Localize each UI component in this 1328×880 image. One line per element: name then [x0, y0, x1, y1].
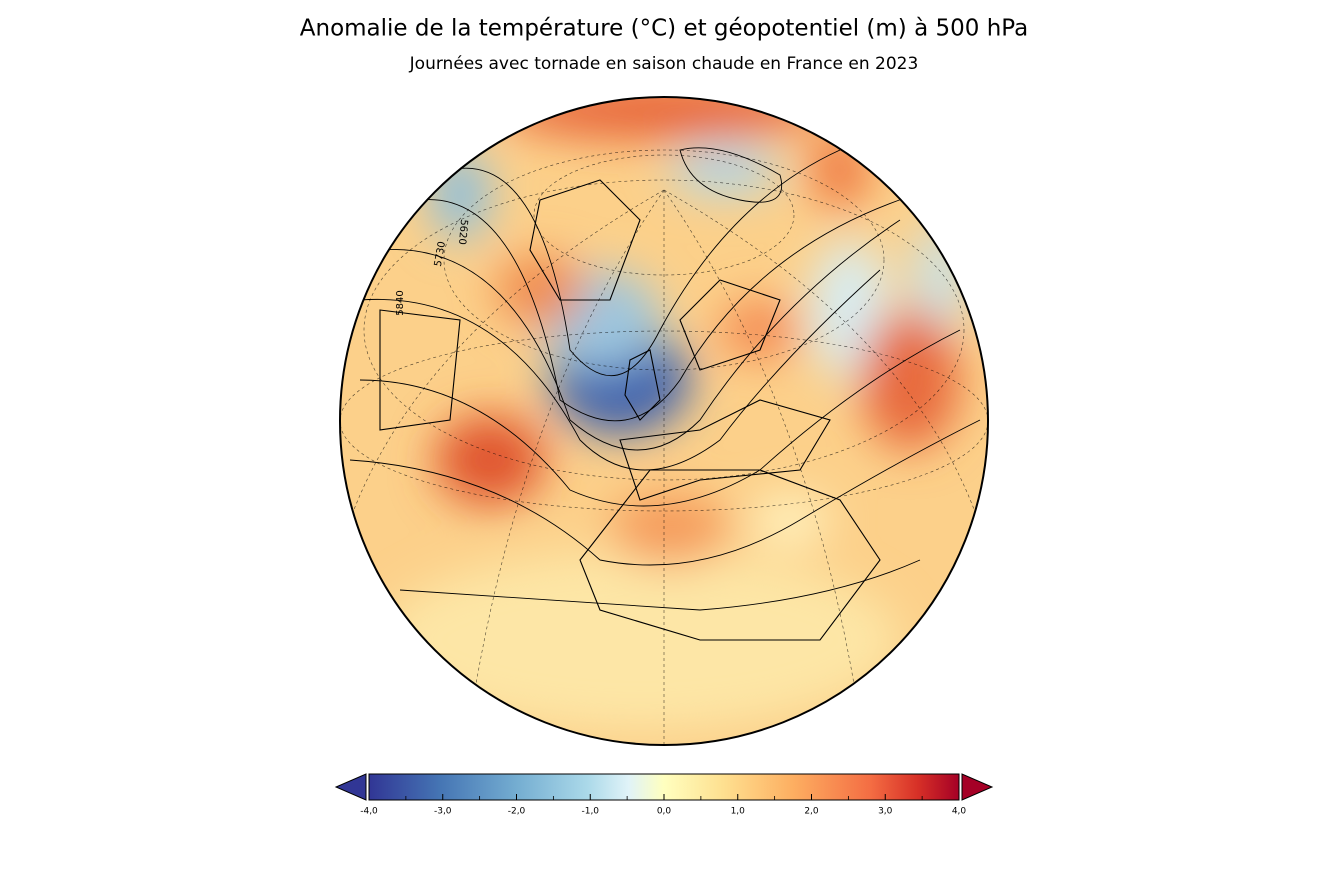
globe-map — [340, 97, 988, 745]
colorbar-tick-label: -2,0 — [508, 807, 526, 817]
title: Anomalie de la température (°C) et géopo… — [300, 16, 1028, 42]
colorbar: -4,0 -3,0 -2,0 -1,0 0,0 1,0 2,0 3,0 4,0 — [334, 773, 994, 817]
colorbar-tick-label: 2,0 — [804, 807, 819, 817]
globe-outline — [339, 96, 989, 746]
contour-label: 5620 — [456, 219, 469, 245]
colorbar-tick-label: 4,0 — [952, 807, 967, 817]
colorbar-tick-label: -1,0 — [581, 807, 599, 817]
colorbar-tick-label: -3,0 — [434, 807, 452, 817]
contour-label: 5730 — [433, 241, 448, 268]
colorbar-tick-label: 0,0 — [657, 807, 672, 817]
colorbar-tick-label: 1,0 — [731, 807, 746, 817]
colorbar-tick-label: 3,0 — [878, 807, 893, 817]
colorbar-tick-label: -4,0 — [360, 807, 378, 817]
subtitle: Journées avec tornade en saison chaude e… — [409, 54, 919, 74]
contour-label: 5840 — [395, 290, 406, 315]
colorbar-extend-high — [961, 773, 994, 801]
colorbar-extend-low — [334, 773, 367, 801]
